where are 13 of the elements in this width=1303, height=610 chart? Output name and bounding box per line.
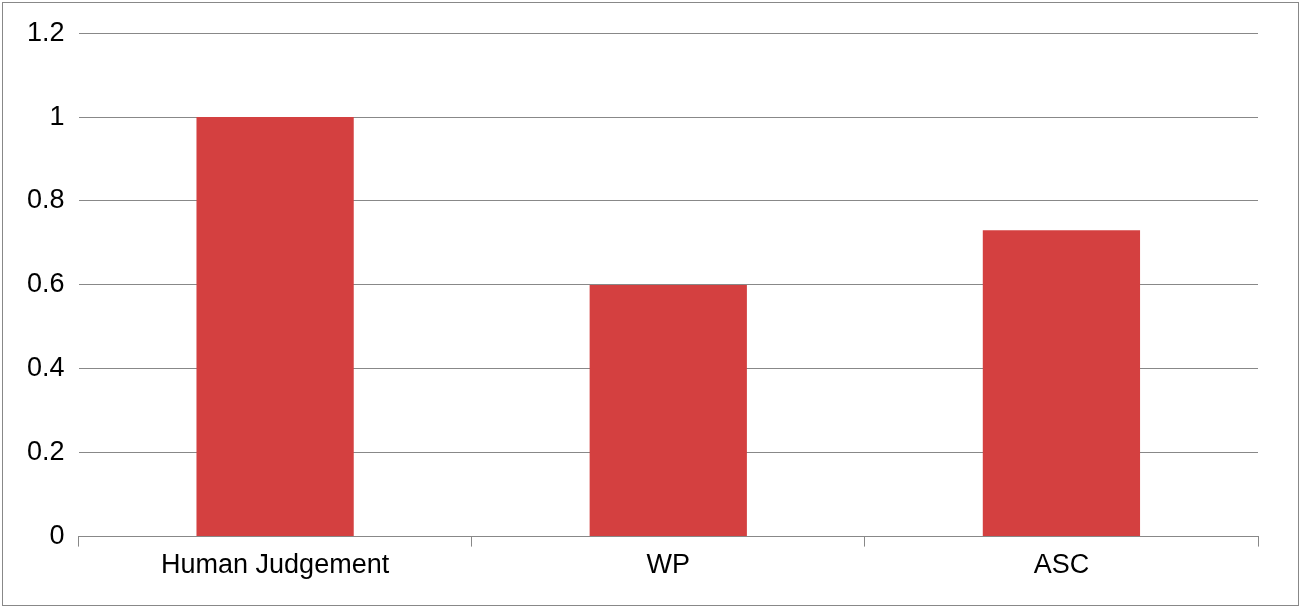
y-tick-label: 0	[49, 520, 65, 551]
y-tick-label: 0.4	[26, 352, 65, 383]
y-tick-label: 1	[49, 100, 65, 131]
bar	[982, 230, 1141, 537]
y-tick-label: 0.8	[26, 184, 65, 215]
x-tick-label: ASC	[1033, 549, 1090, 580]
y-tick-label: 0.2	[26, 436, 65, 467]
bar	[589, 284, 747, 537]
y-tick-label: 0.6	[26, 268, 65, 299]
x-tick-label: Human Judgement	[161, 549, 390, 580]
bar	[196, 117, 354, 537]
x-tick-label: WP	[646, 549, 691, 580]
y-tick-label: 1.2	[26, 16, 65, 47]
